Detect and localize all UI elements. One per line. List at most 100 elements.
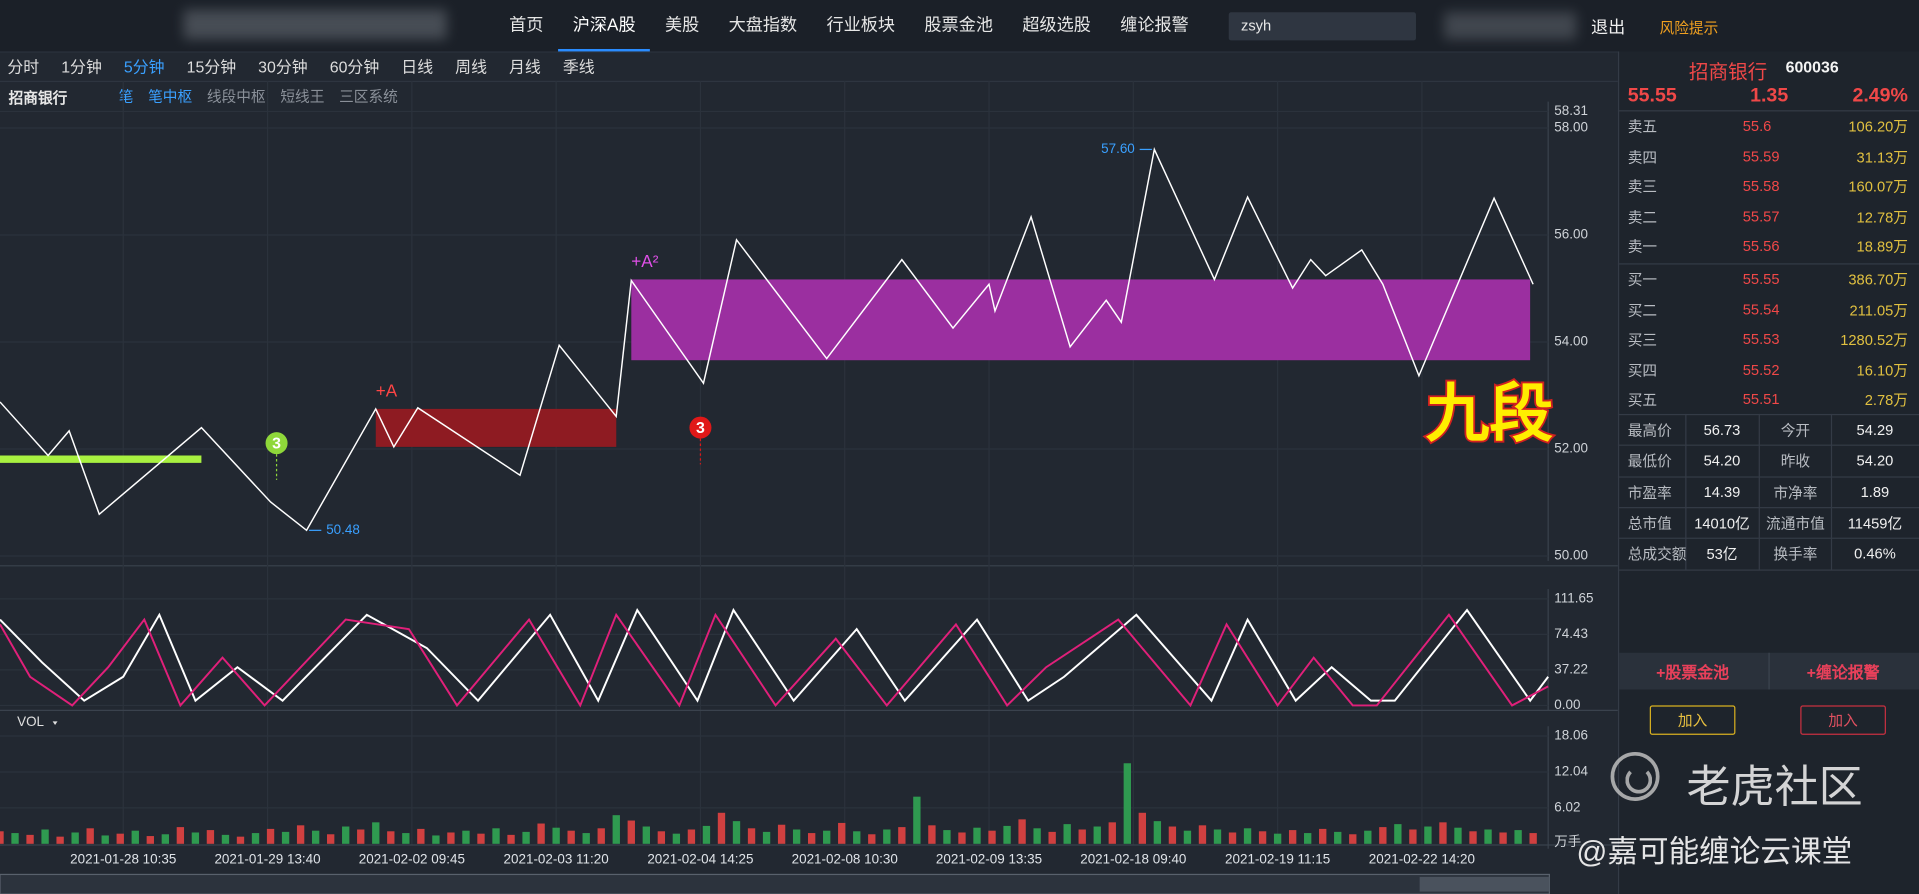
y-tick-label: 6.02: [1554, 799, 1580, 814]
nav-item[interactable]: 股票金池: [924, 14, 993, 35]
book-label: 买五: [1627, 391, 1658, 409]
book-price: 55.53: [1742, 330, 1780, 348]
volume-bar: [447, 832, 455, 844]
volume-bar: [281, 831, 290, 844]
nav-item[interactable]: 超级选股: [1022, 14, 1091, 35]
volume-bar: [898, 827, 906, 844]
period-tab[interactable]: 分时: [7, 57, 40, 76]
volume-bar: [792, 829, 801, 844]
indicator-tab[interactable]: 线段中枢: [206, 88, 266, 106]
period-tab[interactable]: 5分钟: [123, 57, 165, 76]
watermark-text: 老虎社区: [1686, 761, 1863, 812]
volume-bar: [1364, 830, 1372, 844]
quote-panel: [1617, 51, 1919, 894]
volume-bar: [958, 832, 966, 844]
volume-bar: [176, 827, 185, 844]
period-tab[interactable]: 30分钟: [258, 57, 308, 76]
volume-bar: [522, 831, 530, 844]
nav-item[interactable]: 大盘指数: [728, 14, 798, 35]
nav-item[interactable]: 沪深A股: [558, 0, 651, 52]
volume-bar: [116, 833, 124, 844]
volume-bar: [1349, 834, 1357, 844]
logout-link[interactable]: 退出: [1591, 17, 1626, 37]
volume-bar: [1123, 763, 1131, 844]
x-tick-label: 2021-02-04 14:25: [647, 851, 753, 866]
book-label: 买三: [1627, 331, 1658, 349]
book-volume: 160.07万: [1848, 178, 1908, 196]
volume-bar: [191, 832, 200, 844]
volume-bar: [357, 829, 365, 844]
price-label: 57.60: [1101, 141, 1135, 156]
book-label: 买一: [1627, 271, 1658, 289]
volume-bar: [702, 825, 711, 844]
blurred-user: [1444, 12, 1577, 40]
book-label: 买二: [1627, 301, 1658, 319]
indicator-tab[interactable]: 笔中枢: [148, 88, 193, 106]
nav-item[interactable]: 缠论报警: [1120, 14, 1189, 35]
period-tab[interactable]: 日线: [401, 57, 434, 76]
period-tab[interactable]: 季线: [562, 57, 595, 76]
indicator-tab[interactable]: 三区系统: [339, 88, 398, 106]
scroll-thumb[interactable]: [1419, 876, 1550, 892]
nav-item[interactable]: 美股: [664, 14, 700, 35]
x-tick-label: 2021-01-29 13:40: [214, 851, 320, 866]
volume-bar: [507, 834, 515, 844]
volume-bar: [1379, 827, 1387, 844]
volume-bar: [402, 833, 410, 844]
nav-item[interactable]: 行业板块: [826, 14, 896, 35]
volume-bar: [1454, 827, 1462, 844]
stat-label: 今开: [1780, 421, 1811, 440]
search-box[interactable]: zsyh: [1228, 12, 1416, 41]
watermark-icon-inner: [1625, 766, 1653, 794]
volume-bar: [236, 836, 245, 844]
table-line: [1617, 507, 1919, 509]
volume-bar: [26, 834, 34, 844]
period-tab[interactable]: 月线: [509, 57, 541, 76]
period-tab[interactable]: 1分钟: [61, 57, 102, 76]
volume-bar: [1304, 833, 1312, 844]
vol-label: VOL: [17, 714, 44, 729]
volume-bar: [1018, 819, 1026, 844]
volume-bar: [672, 833, 681, 844]
add-button[interactable]: 加入: [1800, 705, 1886, 735]
table-line: [1758, 413, 1760, 570]
add-button[interactable]: 加入: [1649, 705, 1736, 735]
volume-bar: [1138, 812, 1147, 844]
divider: [1617, 110, 1919, 112]
stat-label: 市盈率: [1627, 483, 1672, 502]
volume-bar: [251, 833, 260, 844]
volume-bar: [597, 828, 605, 844]
nav-item[interactable]: 首页: [509, 14, 544, 35]
button-label: 加入: [1828, 712, 1858, 730]
action-link[interactable]: +股票金池: [1656, 663, 1730, 682]
watermark-text: @嘉可能缠论云课堂: [1576, 835, 1853, 870]
stat-label: 总成交额: [1627, 545, 1687, 563]
volume-bar: [1484, 829, 1492, 844]
stat-label: 换手率: [1773, 545, 1818, 563]
period-tab[interactable]: 周线: [455, 57, 487, 76]
book-volume: 2.78万: [1864, 391, 1908, 409]
period-tab[interactable]: 15分钟: [186, 57, 237, 76]
action-link[interactable]: +缠论报警: [1806, 663, 1880, 682]
volume-bar: [1499, 832, 1507, 844]
indicator-tab[interactable]: 短线王: [280, 88, 325, 106]
stat-value: 54.29: [1856, 421, 1894, 439]
period-tab[interactable]: 60分钟: [329, 57, 380, 76]
stat-value: 11459亿: [1847, 514, 1903, 532]
volume-bar: [1048, 831, 1056, 844]
unit-label: 万手: [1554, 834, 1581, 849]
book-price: 55.52: [1742, 360, 1780, 378]
book-label: 卖一: [1627, 238, 1658, 256]
volume-bar: [327, 834, 335, 844]
indicator-tab[interactable]: 笔: [118, 88, 134, 106]
book-volume: 106.20万: [1848, 118, 1908, 136]
book-price: 55.59: [1742, 147, 1780, 165]
stock-name: 招商银行: [1688, 62, 1768, 84]
book-price: 55.56: [1742, 237, 1780, 255]
volume-bar: [913, 796, 921, 844]
book-price: 55.51: [1742, 390, 1780, 408]
x-tick-label: 2021-01-28 10:35: [70, 851, 176, 866]
volume-bar: [1273, 833, 1282, 844]
risk-link[interactable]: 风险提示: [1659, 19, 1719, 37]
zhongshu-label: +A²: [631, 251, 658, 271]
